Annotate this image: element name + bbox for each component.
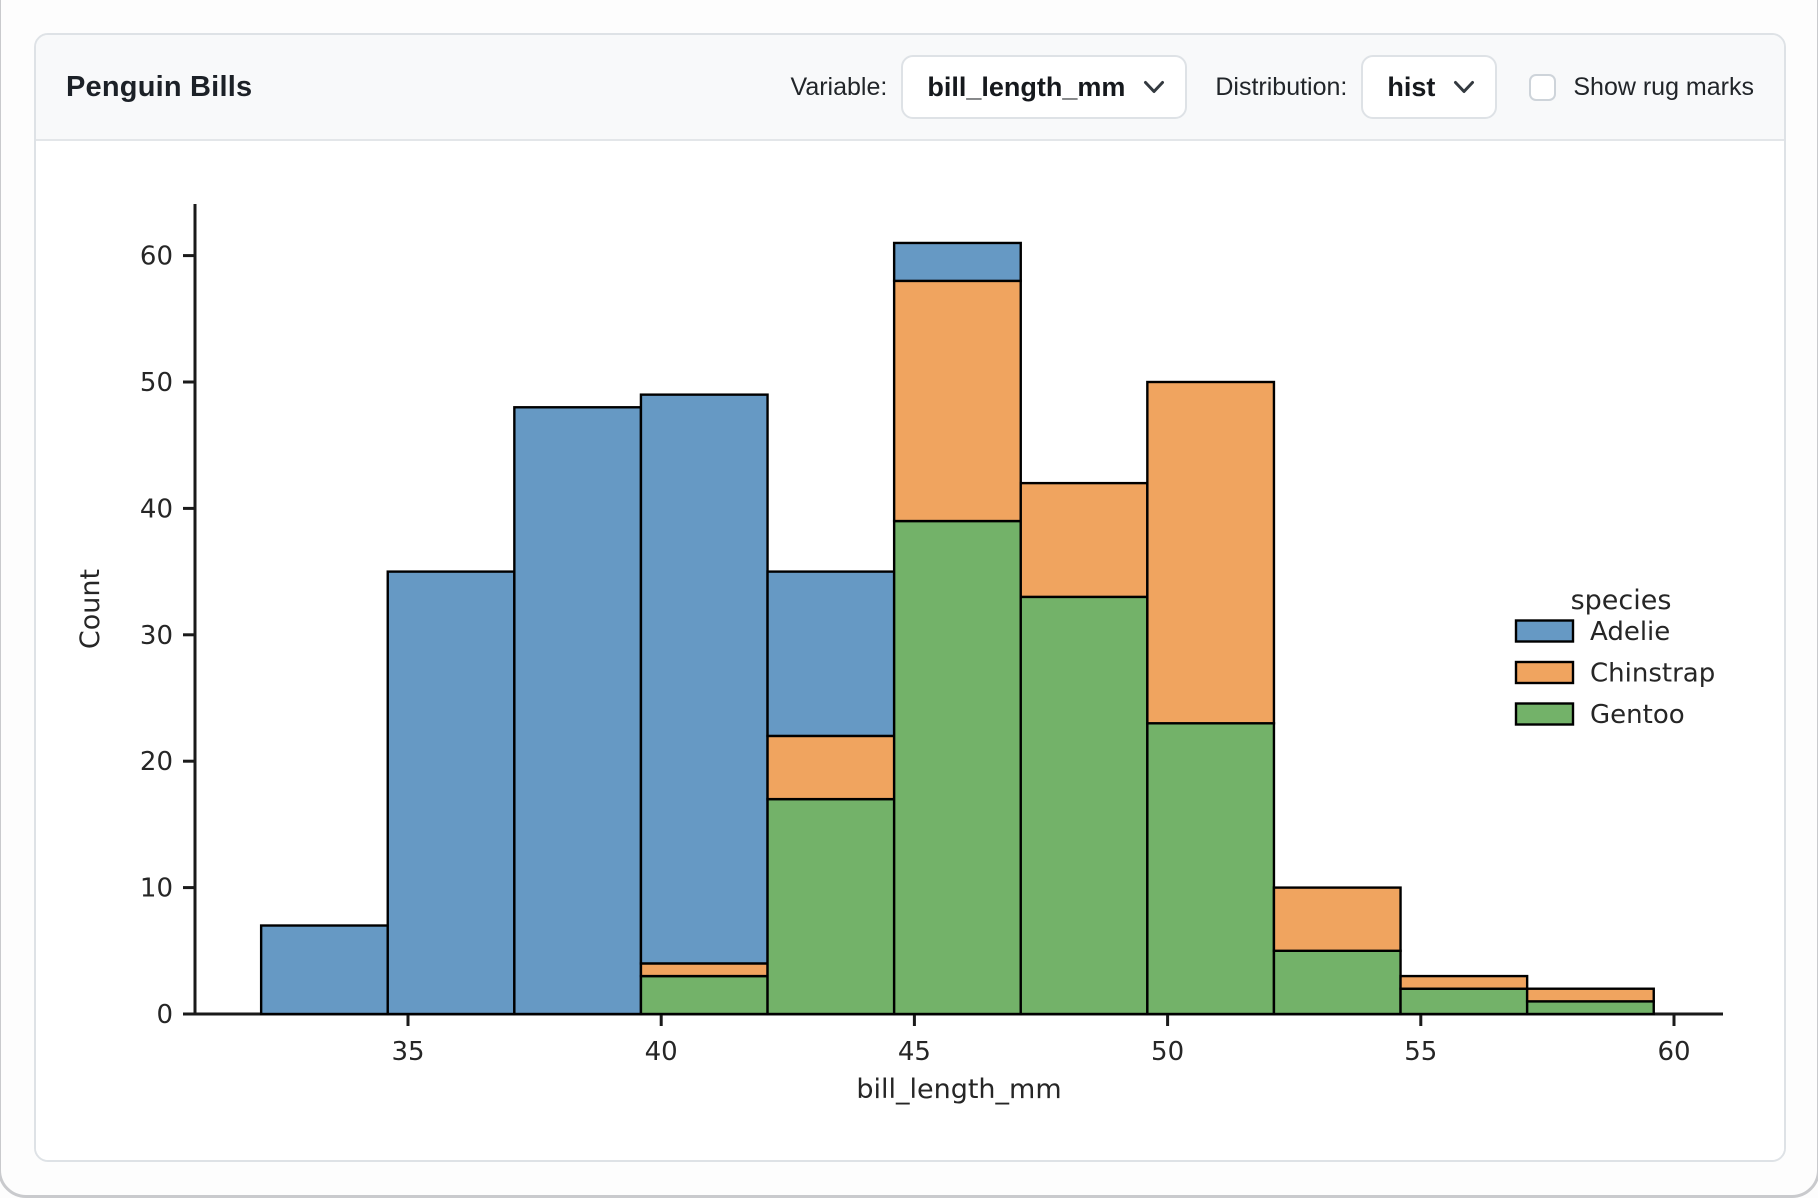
legend-swatch-gentoo [1514,702,1575,726]
chevron-down-icon [1144,80,1165,93]
x-axis-title: bill_length_mm [856,1074,1061,1105]
legend-swatch-adelie [1514,619,1575,643]
hist-bar-segment-chinstrap [1019,481,1149,599]
hist-bar-segment-chinstrap [639,962,769,978]
hist-bar-segment-gentoo [1399,987,1529,1016]
y-tick-label: 30 [140,621,173,651]
header-controls: Variable: bill_length_mm Distribution: h… [790,55,1754,119]
legend-label-gentoo: Gentoo [1590,700,1685,730]
hist-bar-segment-gentoo [1146,722,1276,1016]
distribution-select[interactable]: hist [1361,55,1498,119]
hist-bar-segment-chinstrap [1146,380,1276,725]
hist-bar-segment-adelie [766,570,896,738]
y-tick-label: 0 [156,1000,173,1030]
hist-bar-segment-adelie [513,406,643,1016]
y-axis-title: Count [75,569,106,649]
hist-bar-segment-gentoo [1272,949,1402,1016]
x-tick-label: 60 [1657,1037,1690,1067]
legend-label-chinstrap: Chinstrap [1590,659,1715,689]
x-tick-label: 45 [898,1037,931,1067]
chevron-down-icon [1454,80,1475,93]
chart-area: 0 10 20 30 40 50 60 35 40 45 50 55 60 bill_length_mm C… [36,141,1784,1160]
hist-bar-segment-gentoo [1525,1000,1655,1016]
distribution-label: Distribution: [1215,72,1348,101]
hist-bar-segment-gentoo [766,797,896,1016]
penguin-bills-card: Penguin Bills Variable: bill_length_mm D… [34,33,1786,1162]
hist-bar-segment-chinstrap [1272,886,1402,952]
hist-bar-segment-gentoo [892,519,1022,1016]
histogram-chart: 0 10 20 30 40 50 60 35 40 45 50 55 60 bill_length_mm C… [75,204,1723,1105]
card-header: Penguin Bills Variable: bill_length_mm D… [36,35,1784,141]
distribution-select-value: hist [1387,71,1436,102]
page-title: Penguin Bills [66,70,253,103]
hist-bar-segment-adelie [386,570,516,1016]
y-tick-label: 60 [140,242,173,272]
show-rug-marks-toggle[interactable]: Show rug marks [1529,73,1754,102]
variable-select[interactable]: bill_length_mm [901,55,1188,119]
legend-swatch-chinstrap [1514,660,1575,685]
x-tick-label: 55 [1404,1037,1437,1067]
y-tick-label: 50 [140,368,173,398]
hist-bar-segment-chinstrap [1399,974,1529,990]
hist-bar-segment-chinstrap [1525,987,1655,1003]
x-tick-label: 50 [1151,1037,1184,1067]
hist-bar-segment-gentoo [639,974,769,1016]
x-tick-label: 35 [391,1037,424,1067]
legend-title: species [1571,585,1672,616]
variable-label: Variable: [790,72,888,101]
legend-label-adelie: Adelie [1590,617,1670,647]
x-tick-label: 40 [645,1037,678,1067]
variable-select-value: bill_length_mm [927,71,1126,102]
hist-bar-segment-adelie [892,241,1022,283]
rug-checkbox[interactable] [1529,73,1557,101]
hist-bar-segment-gentoo [1019,595,1149,1016]
hist-bar-segment-adelie [639,393,769,965]
hist-bar-segment-chinstrap [892,279,1022,523]
rug-label: Show rug marks [1573,72,1754,101]
hist-bar-segment-chinstrap [766,734,896,801]
y-tick-label: 40 [140,494,173,524]
hist-bar-segment-adelie [259,924,389,1016]
y-tick-label: 10 [140,874,173,904]
y-tick-label: 20 [140,747,173,777]
